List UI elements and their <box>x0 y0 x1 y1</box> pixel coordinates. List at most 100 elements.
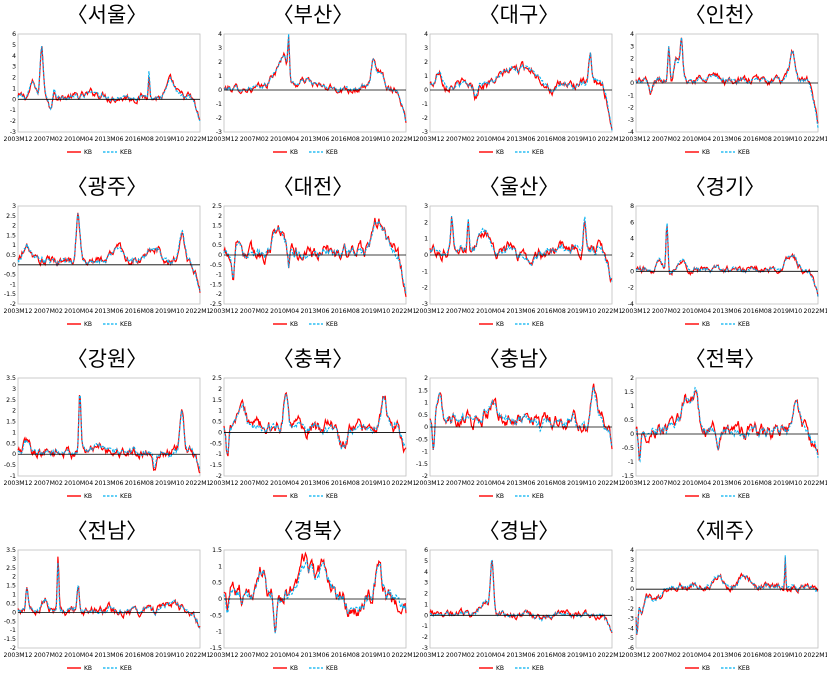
x-tick-label: 2022M12 <box>392 652 416 659</box>
x-tick-label: 2010M04 <box>270 136 299 143</box>
y-tick-label: -1 <box>628 459 634 466</box>
line-chart: -2 -1.5 -1 -0.5 0 0.5 1 1.5 2 2003M12 2007M02 2010M… <box>416 375 622 500</box>
x-tick-label: 2007M02 <box>652 480 681 487</box>
y-tick-label: -0.5 <box>210 612 222 619</box>
x-tick-label: 2007M02 <box>34 480 63 487</box>
legend-label-kb: KB <box>84 665 92 672</box>
y-tick-label: -0.5 <box>4 618 16 625</box>
y-tick-label: 3 <box>12 203 16 210</box>
y-tick-label: 2 <box>424 375 428 382</box>
y-tick-label: -3 <box>10 129 16 136</box>
legend-label-kb: KB <box>496 665 504 672</box>
x-tick-label: 2007M02 <box>240 652 269 659</box>
y-tick-label: 2 <box>12 223 16 230</box>
chart-title: 〈경북〉 <box>272 519 354 543</box>
y-tick-label: -1 <box>422 101 428 108</box>
y-tick-label: 2 <box>218 59 222 66</box>
plot-frame <box>17 377 201 477</box>
x-tick-label: 2003M12 <box>622 136 651 143</box>
y-tick-label: 5 <box>424 558 428 565</box>
y-tick-label: -4 <box>628 625 634 632</box>
x-tick-label: 2019M10 <box>773 652 802 659</box>
x-tick-label: 2007M02 <box>240 308 269 315</box>
y-tick-label: 0 <box>12 609 16 616</box>
y-tick-label: -3 <box>216 129 222 136</box>
y-tick-label: -0.5 <box>622 445 634 452</box>
y-tick-label: 4 <box>630 236 634 243</box>
x-tick-label: 2022M12 <box>804 652 827 659</box>
y-tick-label: 2.5 <box>6 213 16 220</box>
y-tick-label: 1 <box>12 429 16 436</box>
chart-title: 〈충북〉 <box>272 347 354 371</box>
legend-label-kb: KB <box>290 321 298 328</box>
legend-label-keb: KEB <box>120 149 132 156</box>
plot-frame <box>635 205 819 305</box>
x-tick-label: 2016M08 <box>125 480 154 487</box>
y-tick-label: -1.5 <box>210 645 222 652</box>
x-tick-label: 2003M12 <box>416 652 445 659</box>
line-chart: -1 -0.5 0 0.5 1 1.5 2 2.5 3 3.5 2003M12 2007M02 2010… <box>4 375 210 500</box>
y-tick-label: 1 <box>218 73 222 80</box>
x-tick-label: 2022M12 <box>804 480 827 487</box>
legend-label-keb: KEB <box>326 493 338 500</box>
y-tick-label: 2 <box>424 591 428 598</box>
y-tick-label: -0.5 <box>416 436 428 443</box>
y-tick-label: 2 <box>630 567 634 574</box>
x-tick-label: 2007M02 <box>34 652 63 659</box>
x-tick-label: 2016M08 <box>537 480 566 487</box>
y-tick-label: -5 <box>628 635 634 642</box>
line-chart: -3 -2 -1 0 1 2 3 4 5 6 2003M12 2007M02 2010M04 2013M0… <box>4 31 210 156</box>
y-tick-label: 0.5 <box>418 412 428 419</box>
x-tick-label: 2019M10 <box>567 136 596 143</box>
x-tick-label: 2013M06 <box>507 480 536 487</box>
chart-panel: 〈충북〉 -2 -1.5 -1 -0.5 0 0.5 1 1.5 2 2.5 2003M12 2007M… <box>210 344 416 516</box>
x-tick-label: 2019M10 <box>361 652 390 659</box>
y-tick-label: 2 <box>12 574 16 581</box>
plot-frame <box>223 33 407 133</box>
series-line-kb <box>223 36 407 124</box>
series-line-keb <box>635 223 819 297</box>
chart-panel: 〈제주〉 -6 -5 -4 -3 -2 -1 0 1 2 3 4 2003M12 2007M02 2010M… <box>622 516 827 688</box>
chart-panel: 〈전북〉 -1.5 -1 -0.5 0 0.5 1 1.5 2 2003M12 2007M02 201… <box>622 344 827 516</box>
x-tick-label: 2013M06 <box>301 652 330 659</box>
legend-label-keb: KEB <box>326 149 338 156</box>
y-tick-label: 1 <box>12 242 16 249</box>
y-tick-label: -2 <box>216 115 222 122</box>
chart-title: 〈제주〉 <box>684 519 766 543</box>
series-line-keb <box>635 37 819 128</box>
x-tick-label: 2007M02 <box>652 652 681 659</box>
x-tick-label: 2022M12 <box>598 308 622 315</box>
y-tick-label: 0.5 <box>6 440 16 447</box>
y-tick-label: 2 <box>630 252 634 259</box>
legend-label-keb: KEB <box>738 321 750 328</box>
x-tick-label: 2022M12 <box>392 136 416 143</box>
y-tick-label: 3.5 <box>6 547 16 554</box>
y-tick-label: 2 <box>12 408 16 415</box>
y-tick-label: 2.5 <box>6 397 16 404</box>
x-tick-label: 2022M12 <box>392 308 416 315</box>
chart-panel: 〈대전〉 -2.5 -2 -1.5 -1 -0.5 0 0.5 1 1.5 2 2.5 2003M12 2… <box>210 172 416 344</box>
series-line-keb <box>223 219 407 295</box>
y-tick-label: 1.5 <box>212 547 222 554</box>
x-tick-label: 2019M10 <box>773 136 802 143</box>
y-tick-label: -6 <box>628 645 634 652</box>
y-tick-label: -3 <box>422 301 428 308</box>
y-tick-label: 0 <box>12 451 16 458</box>
y-tick-label: 1 <box>218 563 222 570</box>
y-tick-label: -2 <box>628 105 634 112</box>
x-tick-label: 2016M08 <box>537 652 566 659</box>
series-line-kb <box>223 217 407 297</box>
y-tick-label: -4 <box>628 129 634 136</box>
y-tick-label: 3 <box>630 43 634 50</box>
x-tick-label: 2022M12 <box>186 652 210 659</box>
y-tick-label: -4 <box>628 301 634 308</box>
y-tick-label: 3.5 <box>6 375 16 382</box>
series-line-keb <box>429 215 613 282</box>
x-tick-label: 2013M06 <box>507 308 536 315</box>
y-tick-label: 5 <box>12 42 16 49</box>
y-tick-label: 1.5 <box>6 232 16 239</box>
x-tick-label: 2003M12 <box>622 308 651 315</box>
